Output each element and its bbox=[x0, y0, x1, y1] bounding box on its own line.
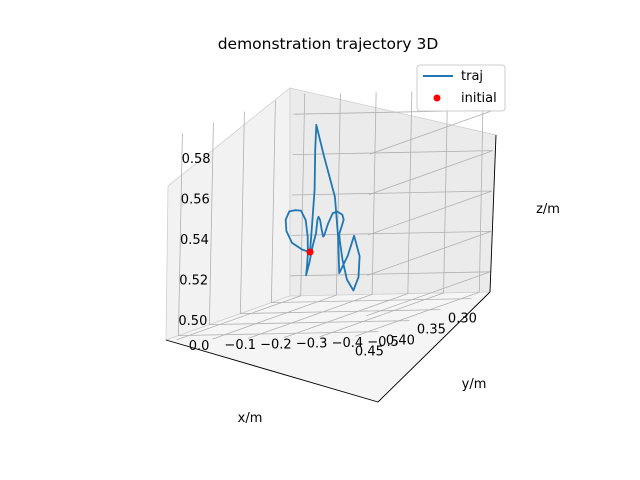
legend-initial-label: initial bbox=[461, 91, 497, 106]
z-tick-label: 0.56 bbox=[181, 193, 210, 208]
z-gridline bbox=[292, 150, 493, 195]
legend-initial-swatch bbox=[433, 94, 441, 102]
x-tick-label: 0.35 bbox=[417, 323, 446, 338]
y-tick-label: −0.4 bbox=[332, 336, 364, 351]
x-gridline bbox=[270, 100, 472, 304]
back-pane bbox=[289, 87, 497, 297]
z-gridline bbox=[291, 190, 493, 236]
initial-point bbox=[306, 248, 314, 256]
x-axis-line bbox=[165, 339, 379, 403]
z-axis-line bbox=[489, 134, 497, 293]
y-axis-line bbox=[377, 291, 491, 403]
z-tick-label: 0.50 bbox=[178, 314, 207, 329]
y-gridline bbox=[283, 91, 413, 339]
z-gridline bbox=[291, 231, 492, 276]
axis-lines bbox=[165, 134, 497, 403]
x-tick-label: 0.45 bbox=[355, 345, 384, 360]
y-axis-label: y/m bbox=[462, 377, 487, 392]
y-tick-label: 0.0 bbox=[189, 339, 210, 354]
z-axis-label: z/m bbox=[536, 202, 560, 217]
y-tick-label: −0.1 bbox=[224, 338, 256, 353]
y-gridline bbox=[248, 92, 377, 339]
x-axis-label: x/m bbox=[238, 411, 263, 426]
y-gridline bbox=[355, 90, 484, 337]
x-gridline bbox=[239, 111, 441, 315]
z-tick-label: 0.54 bbox=[180, 233, 209, 248]
axis-ticks: 0.300.350.400.45 0.0 −0.1 −0.2 −0.3 −0.4 −0.5 0… bbox=[178, 152, 476, 359]
z-tick-label: 0.58 bbox=[182, 152, 211, 167]
series-traj-line bbox=[284, 123, 361, 292]
x-tick-label: 0.40 bbox=[386, 334, 415, 349]
plot-area bbox=[284, 123, 361, 292]
x-gridline bbox=[208, 122, 410, 326]
y-tick-label: −0.5 bbox=[367, 335, 399, 350]
legend-traj-label: traj bbox=[461, 69, 483, 84]
y-tick-label: −0.3 bbox=[296, 337, 328, 352]
legend: traj initial bbox=[416, 64, 506, 112]
y-tick-label: −0.2 bbox=[260, 337, 292, 352]
chart-title: demonstration trajectory 3D bbox=[218, 35, 439, 53]
x-tick-label: 0.30 bbox=[448, 312, 477, 327]
y-gridline bbox=[212, 93, 341, 340]
y-gridline bbox=[319, 90, 448, 338]
z-tick-label: 0.52 bbox=[179, 273, 208, 288]
x-gridline bbox=[177, 133, 379, 337]
y-gridline bbox=[176, 93, 306, 341]
